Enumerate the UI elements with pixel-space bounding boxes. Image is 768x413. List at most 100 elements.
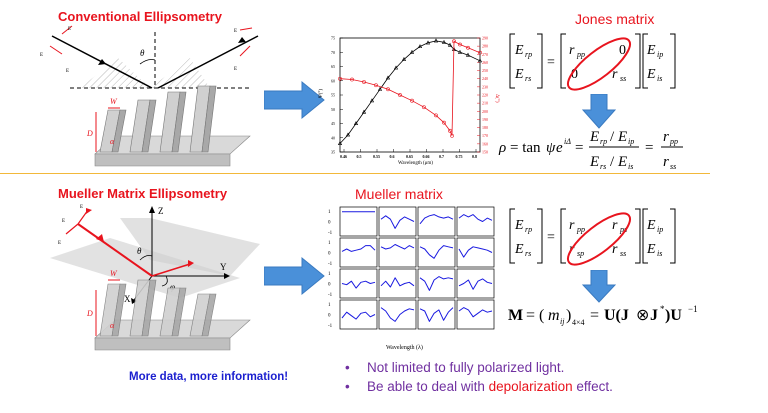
svg-text:=: = xyxy=(547,230,555,245)
cross-term-highlight xyxy=(567,212,631,266)
delta-point xyxy=(448,128,452,133)
reflect-plane-hatch xyxy=(150,58,210,88)
mueller-cell xyxy=(339,268,378,299)
mueller-ellipsometry-title: Mueller Matrix Ellipsometry xyxy=(58,186,228,201)
mueller-cell-curve xyxy=(380,215,415,229)
delta-point xyxy=(374,83,378,88)
mueller-ytick-label: 1 xyxy=(328,210,331,215)
y-left-tick-label: 50 xyxy=(331,107,335,112)
svg-text:rs: rs xyxy=(525,249,531,258)
svg-text:ip: ip xyxy=(657,225,663,234)
width-label: W xyxy=(110,97,118,106)
svg-text:E: E xyxy=(589,129,599,145)
reflected-beam xyxy=(157,35,259,89)
psi-point xyxy=(361,109,367,114)
svg-text:rs: rs xyxy=(525,74,531,83)
mueller-ytick-label: 1 xyxy=(328,303,331,308)
mueller-cell xyxy=(378,206,417,237)
y-left-tick-label: 40 xyxy=(331,135,335,140)
sample-plane xyxy=(50,238,240,298)
feature-bullets: • Not limited to fully polarized light. •… xyxy=(345,358,613,396)
mueller-cell-curve xyxy=(419,214,454,225)
psi-point xyxy=(393,65,399,70)
svg-text:⊗: ⊗ xyxy=(636,307,649,324)
y-right-tick-label: 210 xyxy=(482,101,488,106)
phi-label: φ xyxy=(170,282,175,292)
svg-text:*: * xyxy=(660,304,665,314)
mueller-cell xyxy=(378,237,417,268)
mueller-matrix-title: Mueller matrix xyxy=(355,186,443,202)
delta-point xyxy=(338,76,342,81)
svg-text:): ) xyxy=(566,307,571,324)
delta-point xyxy=(422,105,426,110)
chart-ylabel-right: Δ(°) xyxy=(494,94,499,103)
psi-point xyxy=(385,75,391,80)
mueller-cell-curve xyxy=(419,245,454,259)
mueller-cell-curve xyxy=(458,214,493,222)
y-left-tick-label: 45 xyxy=(331,121,335,126)
psi-point xyxy=(447,42,453,47)
y-right-tick-label: 200 xyxy=(482,109,488,114)
y-left-tick-label: 75 xyxy=(331,36,335,41)
svg-text:iΔ: iΔ xyxy=(564,137,571,146)
psi-point xyxy=(377,86,383,91)
svg-text:e: e xyxy=(556,140,563,156)
incident-plane-hatch xyxy=(80,58,150,88)
svg-text:E: E xyxy=(40,53,43,58)
y-right-tick-label: 240 xyxy=(482,76,488,81)
bullet-item: • Not limited to fully polarized light. xyxy=(345,360,565,375)
mueller-cell-curve xyxy=(341,311,376,320)
conventional-ellipsometry-diagram: E E E E E θ W D α xyxy=(40,25,259,167)
psi-point xyxy=(417,44,423,49)
psi-point xyxy=(401,56,407,61)
svg-text:−1: −1 xyxy=(688,304,698,314)
x-axis-label: X xyxy=(124,294,131,304)
svg-text:r: r xyxy=(569,218,575,233)
more-data-note: More data, more information! xyxy=(129,371,289,383)
mueller-cell-curve xyxy=(458,278,493,290)
svg-text:E: E xyxy=(80,205,83,210)
svg-text:E: E xyxy=(514,67,524,82)
svg-text:ip: ip xyxy=(657,50,663,59)
svg-text:= (: = ( xyxy=(526,307,544,324)
delta-point xyxy=(362,80,366,84)
theta-label-bottom: θ xyxy=(137,246,142,256)
delta-point xyxy=(450,133,454,138)
mueller-equation: M = ( m ij ) 4×4 = U(J ⊗ J * )U −1 xyxy=(508,304,698,327)
delta-point xyxy=(442,120,446,125)
svg-text:E: E xyxy=(58,241,61,246)
svg-text:ψ: ψ xyxy=(546,140,556,156)
y-axis-label: Y xyxy=(220,262,227,272)
svg-text:E: E xyxy=(589,154,599,170)
theta-label: θ xyxy=(140,48,145,58)
y-right-tick-label: 150 xyxy=(482,150,488,155)
x-tick-label: 0.7 xyxy=(439,154,444,159)
svg-text:= tan: = tan xyxy=(510,140,541,156)
section-divider xyxy=(0,173,710,174)
x-tick-label: 0.5 xyxy=(357,154,362,159)
svg-text:ρ: ρ xyxy=(498,140,506,156)
mueller-cell xyxy=(417,237,456,268)
svg-text:rp: rp xyxy=(600,137,607,146)
incident-beam-red xyxy=(77,223,153,277)
mueller-cell xyxy=(456,237,495,268)
svg-text:E: E xyxy=(234,67,237,72)
grating-lines-bottom xyxy=(99,279,217,337)
svg-text:E: E xyxy=(514,218,524,233)
mueller-ytick-label: 0 xyxy=(328,221,331,226)
depth-label-bottom: D xyxy=(86,309,93,318)
svg-text:ss: ss xyxy=(620,249,626,258)
depth-label: D xyxy=(86,129,93,138)
conventional-ellipsometry-title: Conventional Ellipsometry xyxy=(58,9,222,24)
mueller-down-arrow xyxy=(582,270,616,303)
reflected-arrowhead xyxy=(238,37,246,43)
y-right-tick-label: 280 xyxy=(482,44,488,49)
svg-text:ip: ip xyxy=(628,137,634,146)
svg-text:0: 0 xyxy=(619,43,626,58)
svg-text:ss: ss xyxy=(620,74,626,83)
y-left-tick-label: 35 xyxy=(331,150,335,155)
svg-text:r: r xyxy=(612,218,618,233)
svg-text:r: r xyxy=(612,67,618,82)
incident-arrowhead xyxy=(98,59,106,65)
